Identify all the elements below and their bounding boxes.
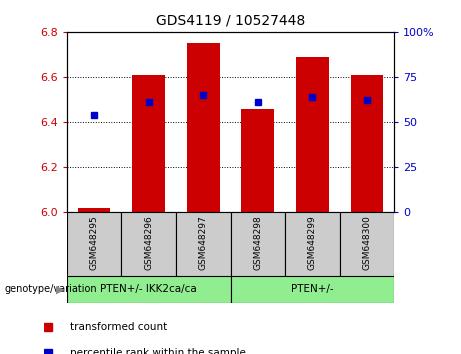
Title: GDS4119 / 10527448: GDS4119 / 10527448 xyxy=(156,14,305,28)
Text: PTEN+/- IKK2ca/ca: PTEN+/- IKK2ca/ca xyxy=(100,284,197,295)
Text: GSM648298: GSM648298 xyxy=(253,216,262,270)
Bar xyxy=(176,212,230,276)
Bar xyxy=(187,43,219,212)
Text: GSM648297: GSM648297 xyxy=(199,216,208,270)
Text: GSM648295: GSM648295 xyxy=(89,216,99,270)
Bar xyxy=(121,212,176,276)
Bar xyxy=(296,57,329,212)
Text: PTEN+/-: PTEN+/- xyxy=(291,284,334,295)
Text: GSM648300: GSM648300 xyxy=(362,216,372,270)
Bar xyxy=(230,212,285,276)
Bar xyxy=(67,212,121,276)
Bar xyxy=(285,212,340,276)
Text: ▶: ▶ xyxy=(56,284,65,295)
Bar xyxy=(242,109,274,212)
Bar xyxy=(132,75,165,212)
Text: GSM648296: GSM648296 xyxy=(144,216,153,270)
Text: genotype/variation: genotype/variation xyxy=(5,284,97,295)
Bar xyxy=(350,75,383,212)
Bar xyxy=(78,208,111,212)
Text: GSM648299: GSM648299 xyxy=(308,216,317,270)
Text: percentile rank within the sample: percentile rank within the sample xyxy=(70,348,246,354)
Bar xyxy=(230,276,394,303)
Bar xyxy=(340,212,394,276)
Bar xyxy=(67,276,230,303)
Text: transformed count: transformed count xyxy=(70,321,167,332)
